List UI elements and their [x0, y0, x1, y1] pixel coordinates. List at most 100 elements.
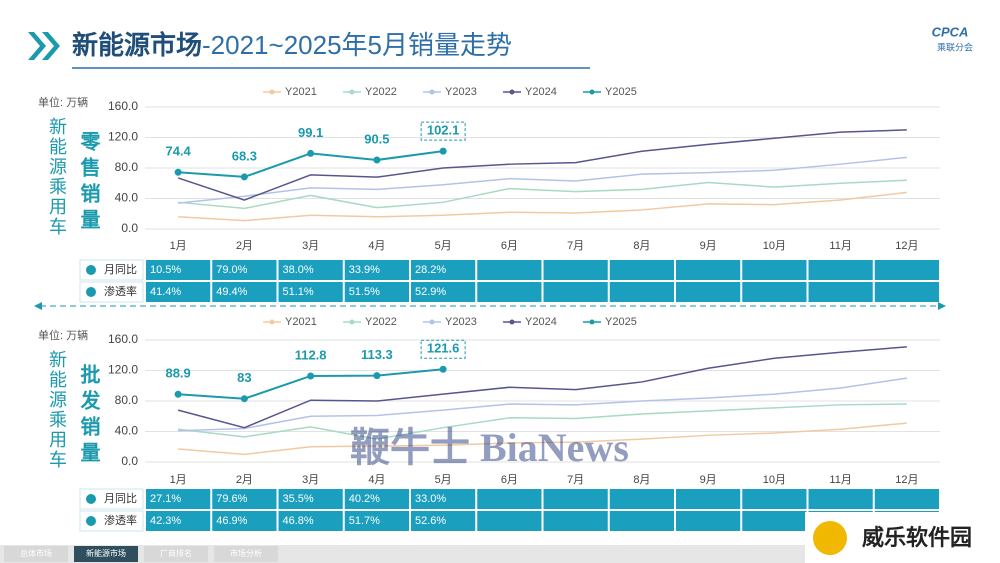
title-main: 新能源市场 [72, 30, 202, 60]
data-label: 121.6 [427, 341, 460, 356]
title: 新能源市场-2021~2025年5月销量走势 [72, 30, 512, 60]
table-value: 35.5% [283, 493, 314, 505]
legend-marker [589, 319, 595, 325]
watermark-icon [813, 521, 847, 555]
tab-label: 厂商排名 [160, 548, 192, 558]
table-cell [344, 260, 409, 280]
group-label: 新能源乘用车 [47, 117, 67, 237]
x-tick-label: 3月 [302, 240, 319, 252]
table-value: 49.4% [216, 286, 247, 298]
row-label-cell [79, 510, 144, 532]
table-value: 27.1% [150, 493, 181, 505]
table-cell [543, 282, 608, 302]
x-tick-label: 5月 [435, 474, 452, 486]
x-tick-label: 12月 [895, 240, 918, 252]
data-label: 90.5 [364, 131, 389, 146]
legend-label: Y2024 [525, 86, 557, 98]
table-cell [411, 260, 476, 280]
y-tick-label: 40.0 [115, 191, 139, 205]
table-cell [742, 282, 807, 302]
logo-sub: 乘联分会 [937, 41, 973, 52]
label-box [420, 339, 466, 359]
legend-label: Y2025 [605, 86, 637, 98]
tab[interactable] [4, 546, 68, 562]
row-label: 月同比 [104, 492, 137, 505]
x-tick-label: 8月 [633, 474, 650, 486]
table-cell [477, 260, 542, 280]
tab-label: 市场分析 [230, 548, 262, 558]
x-tick-label: 10月 [763, 240, 786, 252]
x-tick-label: 7月 [567, 240, 584, 252]
data-label: 68.3 [232, 148, 257, 163]
table-cell [543, 511, 608, 531]
series-line [178, 156, 907, 204]
legend-label: Y2021 [285, 316, 317, 328]
table-value: 51.1% [283, 286, 314, 298]
table-cell [146, 282, 211, 302]
legend-label: Y2022 [365, 86, 397, 98]
y-tick-label: 160.0 [108, 332, 138, 346]
watermark: 威乐软件园 [862, 525, 972, 550]
table-cell [212, 282, 277, 302]
table-cell [212, 260, 277, 280]
data-label: 113.3 [361, 347, 393, 362]
series-line [178, 377, 907, 432]
y-tick-label: 0.0 [121, 221, 138, 235]
x-tick-label: 3月 [302, 474, 319, 486]
legend-label: Y2023 [445, 86, 477, 98]
tab[interactable] [214, 546, 278, 562]
data-label: 88.9 [165, 366, 190, 381]
legend-label: Y2021 [285, 86, 317, 98]
legend-marker [349, 89, 355, 95]
x-tick-label: 2月 [236, 240, 253, 252]
x-tick-label: 10月 [763, 474, 786, 486]
table-value: 42.3% [150, 515, 181, 527]
tab-label: 新能源市场 [86, 548, 126, 558]
table-cell [609, 511, 674, 531]
x-tick-label: 11月 [829, 240, 851, 252]
series-line [177, 129, 907, 201]
table-cell [278, 489, 343, 509]
table-cell [808, 282, 873, 302]
row-icon [86, 287, 96, 297]
table-cell [543, 260, 608, 280]
table-cell [411, 282, 476, 302]
row-label-cell [79, 281, 144, 303]
unit-label: 单位: 万辆 [38, 95, 88, 109]
table-cell [477, 282, 542, 302]
x-tick-label: 9月 [700, 474, 717, 486]
table-cell [874, 260, 939, 280]
tab[interactable] [144, 546, 208, 562]
table-cell [344, 511, 409, 531]
table-cell [278, 282, 343, 302]
label-box [420, 121, 466, 141]
table-cell [808, 489, 873, 509]
unit-label: 单位: 万辆 [38, 328, 88, 342]
x-tick-label: 2月 [236, 474, 253, 486]
tab[interactable] [74, 546, 138, 562]
title-rest: -2021~2025年5月销量走势 [202, 30, 512, 60]
y-tick-label: 40.0 [115, 424, 139, 438]
table-cell [146, 511, 211, 531]
table-cell [146, 260, 211, 280]
table-value: 51.7% [349, 515, 380, 527]
table-cell [278, 511, 343, 531]
legend-marker [429, 89, 435, 95]
x-tick-label: 8月 [633, 240, 650, 252]
y-tick-label: 80.0 [115, 160, 139, 174]
point [240, 395, 248, 403]
table-cell [212, 489, 277, 509]
table-cell [676, 282, 741, 302]
x-tick-label: 1月 [170, 474, 187, 486]
data-label: 112.8 [295, 347, 327, 362]
table-cell [609, 260, 674, 280]
legend-marker [349, 319, 355, 325]
x-tick-label: 12月 [895, 474, 918, 486]
legend-label: Y2024 [525, 316, 557, 328]
table-value: 46.9% [216, 515, 247, 527]
x-tick-label: 7月 [567, 474, 584, 486]
legend-marker [509, 319, 515, 325]
table-cell [212, 511, 277, 531]
